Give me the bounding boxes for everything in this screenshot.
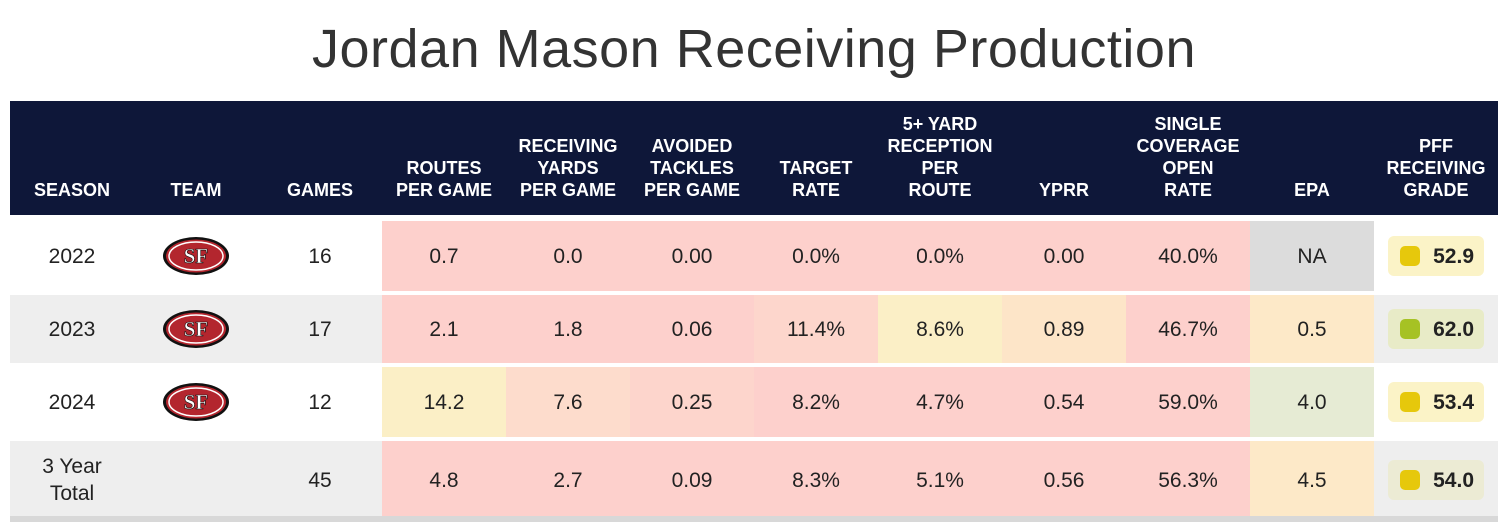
receiving-yards-cell: 1.8 <box>506 295 630 363</box>
header-routes: ROUTES PER GAME <box>395 158 492 200</box>
target-rate-cell: 8.3% <box>754 441 878 519</box>
team-cell: SF <box>134 221 258 291</box>
single-coverage-cell: 40.0% <box>1126 221 1250 291</box>
avoided-tackles-cell: 0.09 <box>630 441 754 519</box>
routes-cell: 2.1 <box>382 295 506 363</box>
stats-table: SEASON TEAM GAMES ROUTES PER GAME RECEIV… <box>10 101 1498 519</box>
single-coverage-cell: 56.3% <box>1126 441 1250 519</box>
routes-cell: 14.2 <box>382 367 506 437</box>
49ers-logo-icon: SF <box>163 310 229 348</box>
grade-badge: 62.0 <box>1388 309 1484 349</box>
team-cell: SF <box>134 295 258 363</box>
yprr-cell: 0.00 <box>1002 221 1126 291</box>
49ers-logo-icon: SF <box>163 237 229 275</box>
grade-badge: 52.9 <box>1388 236 1484 276</box>
routes-cell: 0.7 <box>382 221 506 291</box>
receiving-yards-cell: 0.0 <box>506 221 630 291</box>
grade-badge: 53.4 <box>1388 382 1484 422</box>
epa-cell: 4.5 <box>1250 441 1374 519</box>
five-plus-yard-cell: 0.0% <box>878 221 1002 291</box>
yprr-cell: 0.54 <box>1002 367 1126 437</box>
team-cell <box>134 441 258 519</box>
header-season: SEASON <box>33 180 111 200</box>
table-bottom-border <box>10 516 1498 522</box>
season-cell: 2024 <box>48 390 96 414</box>
grade-color-indicator <box>1400 246 1420 266</box>
five-plus-yard-cell: 4.7% <box>878 367 1002 437</box>
grade-color-indicator <box>1400 392 1420 412</box>
grade-value: 53.4 <box>1433 390 1474 414</box>
routes-cell: 4.8 <box>382 441 506 519</box>
grade-value: 62.0 <box>1433 317 1474 341</box>
avoided-tackles-cell: 0.06 <box>630 295 754 363</box>
header-games: GAMES <box>286 180 353 200</box>
header-avoided-tackles: AVOIDED TACKLES PER GAME <box>643 136 740 200</box>
receiving-yards-cell: 7.6 <box>506 367 630 437</box>
header-pff-grade: PFF RECEIVING GRADE <box>1386 136 1486 200</box>
header-five-plus-yard: 5+ YARD RECEPTION PER ROUTE <box>887 114 993 200</box>
table-row: 2023 SF 17 2.1 1.8 0.06 11.4% 8.6% 0.89 46.7% 0.5 6… <box>10 295 1498 363</box>
yprr-cell: 0.56 <box>1002 441 1126 519</box>
games-cell: 12 <box>308 390 332 414</box>
pff-grade-cell: 62.0 <box>1374 295 1498 363</box>
header-receiving-yards: RECEIVING YARDS PER GAME <box>518 136 618 200</box>
epa-cell: 4.0 <box>1250 367 1374 437</box>
header-single-coverage: SINGLE COVERAGE OPEN RATE <box>1136 114 1240 200</box>
avoided-tackles-cell: 0.00 <box>630 221 754 291</box>
games-cell: 17 <box>308 317 332 341</box>
49ers-logo-icon: SF <box>163 383 229 421</box>
grade-badge: 54.0 <box>1388 460 1484 500</box>
season-cell: 2022 <box>48 244 96 268</box>
team-cell: SF <box>134 367 258 437</box>
header-target-rate: TARGET RATE <box>779 158 853 200</box>
grade-color-indicator <box>1400 470 1420 490</box>
epa-cell: 0.5 <box>1250 295 1374 363</box>
svg-text:SF: SF <box>184 317 209 341</box>
season-cell: 3 Year Total <box>42 455 102 505</box>
svg-text:SF: SF <box>184 390 209 414</box>
pff-grade-cell: 52.9 <box>1374 221 1498 291</box>
season-cell: 2023 <box>48 317 96 341</box>
single-coverage-cell: 46.7% <box>1126 295 1250 363</box>
grade-value: 54.0 <box>1433 468 1474 492</box>
epa-cell: NA <box>1250 221 1374 291</box>
header-yprr: YPRR <box>1038 180 1089 200</box>
pff-grade-cell: 54.0 <box>1374 441 1498 519</box>
single-coverage-cell: 59.0% <box>1126 367 1250 437</box>
target-rate-cell: 0.0% <box>754 221 878 291</box>
grade-value: 52.9 <box>1433 244 1474 268</box>
grade-color-indicator <box>1400 319 1420 339</box>
table-row: 2024 SF 12 14.2 7.6 0.25 8.2% 4.7% 0.54 59.0% 4.0 5… <box>10 367 1498 437</box>
receiving-yards-cell: 2.7 <box>506 441 630 519</box>
avoided-tackles-cell: 0.25 <box>630 367 754 437</box>
table-header: SEASON TEAM GAMES ROUTES PER GAME RECEIV… <box>10 101 1498 215</box>
header-epa: EPA <box>1294 180 1330 200</box>
page-title: Jordan Mason Receiving Production <box>312 19 1196 79</box>
pff-grade-cell: 53.4 <box>1374 367 1498 437</box>
header-team: TEAM <box>170 180 222 200</box>
games-cell: 16 <box>308 244 332 268</box>
five-plus-yard-cell: 5.1% <box>878 441 1002 519</box>
table-row: 2022 SF 16 0.7 0.0 0.00 0.0% 0.0% 0.00 40.0% NA 52.… <box>10 221 1498 291</box>
svg-text:SF: SF <box>184 244 209 268</box>
yprr-cell: 0.89 <box>1002 295 1126 363</box>
table-row: 3 Year Total 45 4.8 2.7 0.09 8.3% 5.1% 0.56 56.3… <box>10 441 1498 519</box>
five-plus-yard-cell: 8.6% <box>878 295 1002 363</box>
target-rate-cell: 11.4% <box>754 295 878 363</box>
games-cell: 45 <box>308 468 332 492</box>
target-rate-cell: 8.2% <box>754 367 878 437</box>
